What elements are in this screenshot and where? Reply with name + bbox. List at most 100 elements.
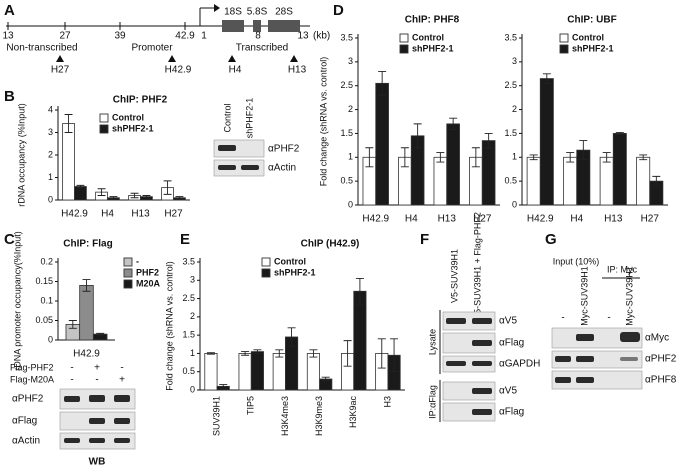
legend-swatch [99, 124, 109, 134]
error-bar [287, 327, 296, 347]
lane-label: Myc-SUV39H1 [579, 266, 589, 326]
primer-marker [56, 55, 64, 62]
blot-strip [551, 370, 643, 390]
error-bar [253, 349, 262, 354]
y-tick-label: 1.5 [340, 128, 353, 138]
error-bar [378, 70, 387, 96]
panel-label: B [4, 88, 15, 105]
blot-band [114, 418, 130, 424]
chart-title: ChIP: PHF8 [405, 15, 460, 26]
arrow-head [214, 4, 220, 12]
blot-strip [442, 355, 496, 373]
legend-label: PHF2 [136, 267, 159, 277]
x-tick-label: H42.9 [73, 349, 100, 360]
antibody-label: αFlag [499, 338, 524, 349]
primer-marker [290, 55, 298, 62]
y-tick-label: 0.15 [35, 276, 53, 286]
error-bar [109, 196, 118, 200]
error-bar [413, 123, 422, 149]
error-bar [96, 332, 105, 336]
lane-label: - [607, 313, 610, 324]
row-label: Flag-PHF2 [10, 362, 54, 372]
y-tick-label: 2.5 [182, 293, 195, 303]
y-axis-label: rDNA promoter occupancy(%Input) [12, 231, 22, 371]
sign: - [120, 363, 123, 374]
position: 13 [2, 31, 14, 42]
blot-band [576, 334, 594, 341]
blot-band [555, 377, 571, 383]
sign: - [70, 363, 73, 374]
blot-strip [551, 350, 643, 369]
legend-swatch [99, 113, 109, 123]
region-label: Non-transcribed [6, 43, 77, 54]
blot-b: Control shPHF2-1 αPHF2 αActin [213, 98, 300, 177]
bar [612, 133, 627, 206]
legend-label: shPHF2-1 [572, 43, 614, 53]
y-tick-label: 0.5 [340, 176, 353, 186]
blot-band [472, 388, 492, 394]
group-label: IP: Myc [607, 264, 638, 274]
bar [636, 156, 651, 206]
error-bar [579, 140, 588, 161]
legend-label: Control [112, 112, 144, 122]
blot-band [114, 395, 130, 402]
bar [599, 156, 614, 206]
blot-band [89, 395, 105, 402]
chart-title: ChIP: UBF [567, 15, 616, 26]
lane-label: V5-SUV39H1 + Flag-PHF2 [472, 212, 482, 320]
position: 13 [297, 31, 309, 42]
blot-band [446, 361, 466, 366]
legend-label: shPHF2-1 [112, 123, 154, 133]
unit: (kb) [313, 31, 330, 42]
legend-swatch [559, 33, 569, 43]
error-bar [241, 351, 250, 356]
error-bar [449, 117, 458, 131]
y-tick-label: 1.5 [504, 128, 517, 138]
blot-g: Input (10%) IP: Myc - Myc-SUV39H1 - Myc-… [551, 256, 677, 390]
bar [306, 353, 320, 391]
antibody-label: αPHF8 [645, 375, 677, 386]
error-bar [615, 132, 624, 135]
bar [74, 186, 87, 201]
x-tick-label: H42.9 [362, 214, 389, 225]
primer-label: H27 [51, 65, 70, 76]
antibody-label: αFlag [499, 407, 524, 418]
error-bar [602, 152, 611, 163]
legend-label: Control [274, 256, 306, 266]
section-label: IP:αFlag [427, 385, 437, 419]
error-bar [97, 188, 106, 196]
error-bar [321, 376, 330, 382]
panel-label: E [180, 231, 190, 248]
x-tick-label: H42.9 [61, 209, 88, 220]
y-tick-label: 0 [48, 334, 53, 344]
y-tick-label: 2.5 [504, 80, 517, 90]
legend-swatch [261, 268, 271, 278]
x-tick-label: H3K4me3 [280, 396, 290, 436]
antibody-label: αFlag [12, 416, 37, 427]
blot-band [555, 356, 571, 362]
error-bar [142, 195, 151, 199]
y-tick-label: 1.5 [182, 330, 195, 340]
gene-label: 5.8S [247, 7, 268, 18]
error-bar [529, 154, 538, 161]
panel-label: D [333, 2, 344, 19]
error-bar [175, 196, 184, 200]
legend-label: shPHF2-1 [412, 43, 454, 53]
region-label: Transcribed [236, 43, 288, 54]
y-tick-label: 0 [348, 199, 353, 209]
x-tick-label: H27 [473, 214, 492, 225]
lane-label: Control [222, 103, 232, 132]
blot-strip [442, 332, 496, 354]
x-tick-label: H13 [604, 214, 623, 225]
error-bar [365, 147, 374, 168]
region-label: Promoter [131, 43, 173, 54]
error-bar [471, 147, 480, 168]
antibody-label: αActin [268, 163, 296, 174]
blot-band [241, 165, 259, 170]
sign: - [95, 375, 98, 386]
y-tick-label: 1 [512, 152, 517, 162]
gene-box [222, 20, 244, 32]
error-bar [82, 279, 91, 292]
blot-strip [213, 159, 265, 177]
